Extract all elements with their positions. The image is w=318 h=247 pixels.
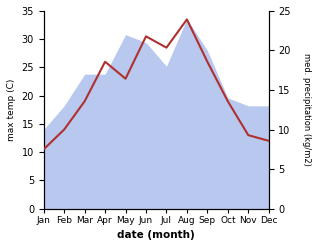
Y-axis label: max temp (C): max temp (C) — [7, 79, 16, 141]
Y-axis label: med. precipitation (kg/m2): med. precipitation (kg/m2) — [302, 53, 311, 166]
X-axis label: date (month): date (month) — [117, 230, 195, 240]
